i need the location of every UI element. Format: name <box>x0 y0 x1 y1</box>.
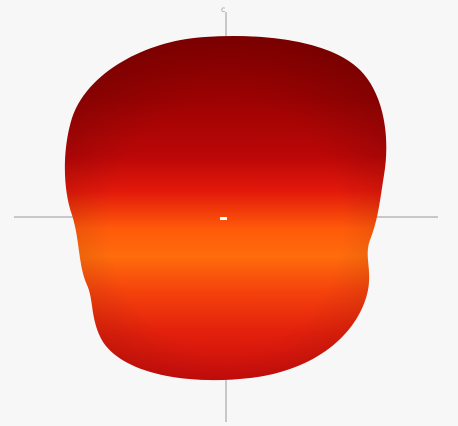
surface-shading <box>64 35 387 381</box>
origin-marker <box>220 217 227 220</box>
axis-tick-label: c <box>221 5 225 14</box>
